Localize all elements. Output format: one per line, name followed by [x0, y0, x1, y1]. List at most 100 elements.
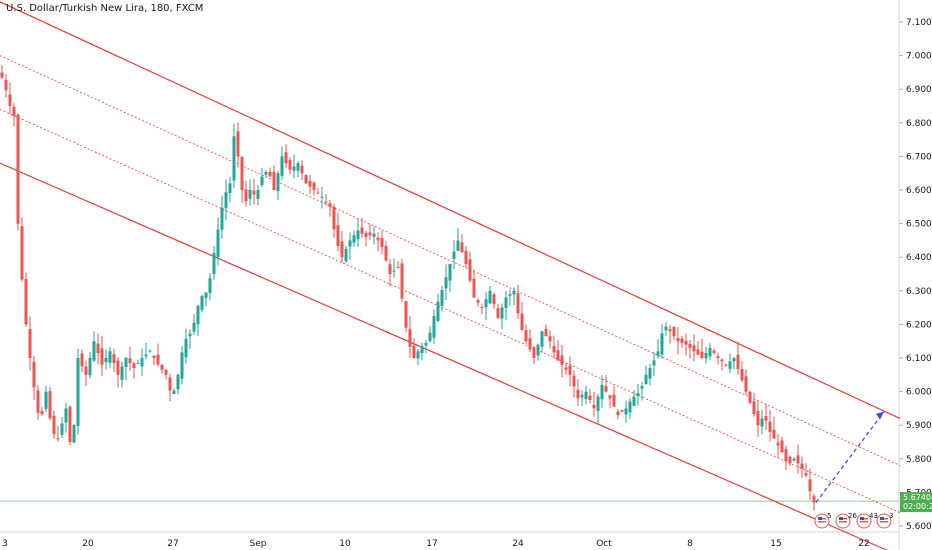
- candle-down: [84, 366, 88, 375]
- candle-down: [132, 363, 136, 369]
- y-tick-label: 6.00000: [906, 388, 932, 398]
- candle-up: [108, 351, 112, 363]
- y-tick-label: 5.90000: [906, 421, 932, 431]
- candle-down: [308, 180, 312, 187]
- candle-up: [204, 292, 208, 298]
- candle-down: [560, 355, 564, 365]
- candle-up: [584, 391, 588, 400]
- candle-down: [480, 307, 484, 309]
- candle-up: [200, 295, 204, 311]
- candle-down: [80, 353, 84, 367]
- flag-canton: [839, 517, 843, 520]
- candle-down: [804, 472, 808, 476]
- candle-down: [272, 171, 276, 190]
- candle-up: [624, 408, 628, 415]
- candle-up: [104, 358, 108, 363]
- y-tick-label: 5.60000: [906, 522, 932, 532]
- last-price-value: 5.67404: [903, 493, 932, 502]
- candle-up: [88, 358, 92, 376]
- candle-down: [668, 329, 672, 332]
- candle-down: [28, 328, 32, 358]
- candle-down: [360, 227, 364, 234]
- candle-down: [304, 174, 308, 184]
- y-tick-label: 6.70000: [906, 152, 932, 162]
- y-tick-label: 7.00000: [906, 52, 932, 62]
- candle-down: [400, 263, 404, 299]
- candle-down: [380, 237, 384, 248]
- candle-down: [244, 189, 248, 202]
- candle-down: [116, 360, 120, 375]
- candle-up: [444, 277, 448, 289]
- candle-up: [296, 163, 300, 171]
- candle-down: [288, 159, 292, 170]
- flag-canton: [818, 517, 822, 520]
- candle-down: [8, 94, 12, 106]
- candle-up: [344, 248, 348, 262]
- candle-down: [268, 171, 272, 177]
- candle-down: [752, 401, 756, 414]
- flag-stripe: [839, 521, 847, 523]
- candle-up: [348, 240, 352, 247]
- x-tick-label: 15: [770, 539, 781, 549]
- candle-down: [252, 190, 256, 195]
- candle-down: [568, 365, 572, 375]
- candle-up: [708, 347, 712, 357]
- candle-down: [408, 329, 412, 347]
- candle-up: [124, 358, 128, 367]
- candle-up: [232, 136, 236, 181]
- candle-up: [488, 290, 492, 304]
- candle-up: [184, 338, 188, 358]
- candle-up: [648, 368, 652, 379]
- candle-up: [792, 458, 796, 461]
- candle-down: [496, 308, 500, 318]
- x-tick-label: 17: [426, 539, 437, 549]
- candle-down: [492, 294, 496, 305]
- candle-up: [512, 290, 516, 295]
- candle-up: [644, 374, 648, 385]
- candle-down: [716, 356, 720, 358]
- candle-up: [500, 307, 504, 319]
- candle-down: [100, 348, 104, 365]
- candle-up: [44, 391, 48, 410]
- y-tick-label: 6.60000: [906, 186, 932, 196]
- candle-down: [608, 395, 612, 399]
- candle-up: [220, 207, 224, 230]
- candle-down: [672, 326, 676, 337]
- candle-down: [740, 369, 744, 381]
- candle-down: [40, 410, 44, 414]
- candle-down: [700, 351, 704, 358]
- candle-up: [196, 305, 200, 325]
- candle-down: [464, 250, 468, 264]
- candle-down: [572, 375, 576, 387]
- candle-down: [576, 389, 580, 399]
- candle-down: [388, 264, 392, 274]
- candle-up: [416, 351, 420, 359]
- candle-down: [776, 442, 780, 446]
- candle-down: [544, 328, 548, 337]
- candle-down: [616, 411, 620, 416]
- candle-up: [216, 229, 220, 257]
- candle-down: [692, 345, 696, 352]
- candle-down: [812, 496, 816, 503]
- candle-down: [168, 377, 172, 391]
- candle-up: [632, 396, 636, 406]
- candle-up: [640, 386, 644, 389]
- candle-up: [76, 358, 80, 427]
- candle-down: [620, 410, 624, 412]
- candle-up: [440, 289, 444, 306]
- candle-up: [292, 166, 296, 171]
- candle-up: [192, 322, 196, 332]
- candle-down: [460, 242, 464, 253]
- candle-down: [592, 405, 596, 409]
- flag-stripe: [860, 521, 868, 523]
- candle-down: [712, 350, 716, 353]
- candle-down: [800, 463, 804, 469]
- channel-lower-line: [0, 162, 817, 520]
- x-tick-label: 27: [167, 539, 178, 549]
- y-tick-label: 5.80000: [906, 455, 932, 465]
- candle-up: [176, 374, 180, 390]
- candle-up: [728, 361, 732, 369]
- candle-down: [336, 225, 340, 246]
- candle-down: [404, 301, 408, 328]
